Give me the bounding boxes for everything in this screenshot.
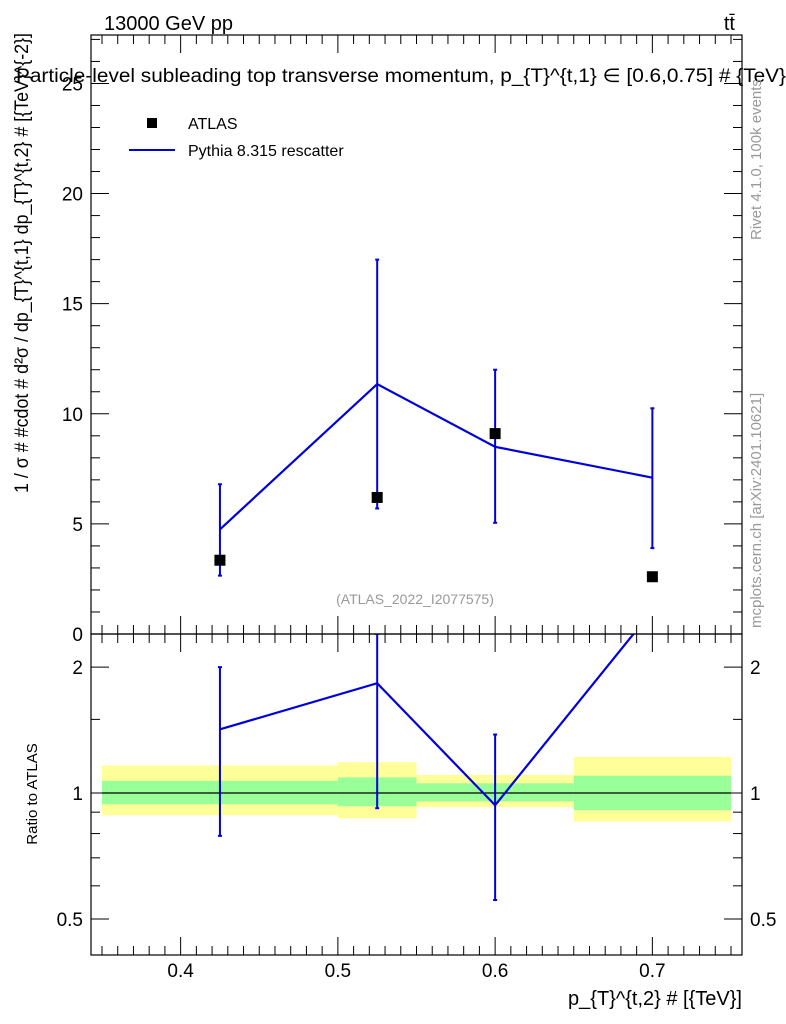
main-series [214,258,658,583]
ratio-y-tick-label-left: 2 [72,658,83,679]
main-y-tick-label: 0 [72,625,83,646]
mcplots-label: mcplots.cern.ch [arXiv:2401.10621] [748,393,765,628]
ratio-y-tick-label-right: 0.5 [750,910,776,931]
ratio-panel-frame [90,633,743,956]
data-point [371,491,383,503]
main-y-tick-label: 20 [62,185,83,206]
ratio-line [219,634,635,807]
x-tick-label: 0.7 [639,961,665,982]
main-y-tick-label: 5 [72,515,83,536]
ratio-y-tick-label-right: 2 [750,658,761,679]
legend: ATLAS Pythia 8.315 rescatter [129,116,344,160]
data-point [489,428,501,440]
ratio-series [217,634,635,901]
ratio-axis-ticks [91,634,742,955]
process-label: tt̄ [724,13,736,35]
x-tick-label: 0.4 [167,961,194,982]
ratio-uncertainty-bands [102,756,731,822]
mc-line [219,382,653,531]
legend-mc-label: Pythia 8.315 rescatter [188,143,344,160]
x-tick-label: 0.5 [325,961,351,982]
ratio-y-axis-label: Ratio to ATLAS [24,743,41,844]
main-y-axis-label: 1 / σ # #cdot # d²σ / dp_{T}^{t,1} dp_{T… [12,33,33,493]
main-y-tick-label: 15 [62,295,83,316]
analysis-watermark: (ATLAS_2022_I2077575) [336,591,494,607]
main-y-tick-label: 10 [62,405,83,426]
tick-labels: 0 5 10 15 20 25 0.4 0.5 0.6 0.7 0.5 0.5 1 1 2 2 [57,74,777,982]
data-point [214,554,226,566]
legend-data-marker [147,118,157,128]
x-tick-label: 0.6 [482,961,508,982]
data-point [646,571,658,583]
legend-data-label: ATLAS [188,116,238,133]
x-axis-label: p_{T}^{t,2} # [{TeV}] [568,988,742,1010]
main-y-tick-label: 25 [62,74,83,95]
rivet-label: Rivet 4.1.0, 100k events [748,79,765,240]
chart-title: Particle-level subleading top transverse… [16,66,786,87]
ratio-y-tick-label-right: 1 [750,784,761,805]
main-axis-ticks [91,35,742,635]
ratio-y-tick-label-left: 1 [72,784,83,805]
ratio-y-tick-label-left: 0.5 [57,910,83,931]
energy-label: 13000 GeV pp [104,13,233,35]
